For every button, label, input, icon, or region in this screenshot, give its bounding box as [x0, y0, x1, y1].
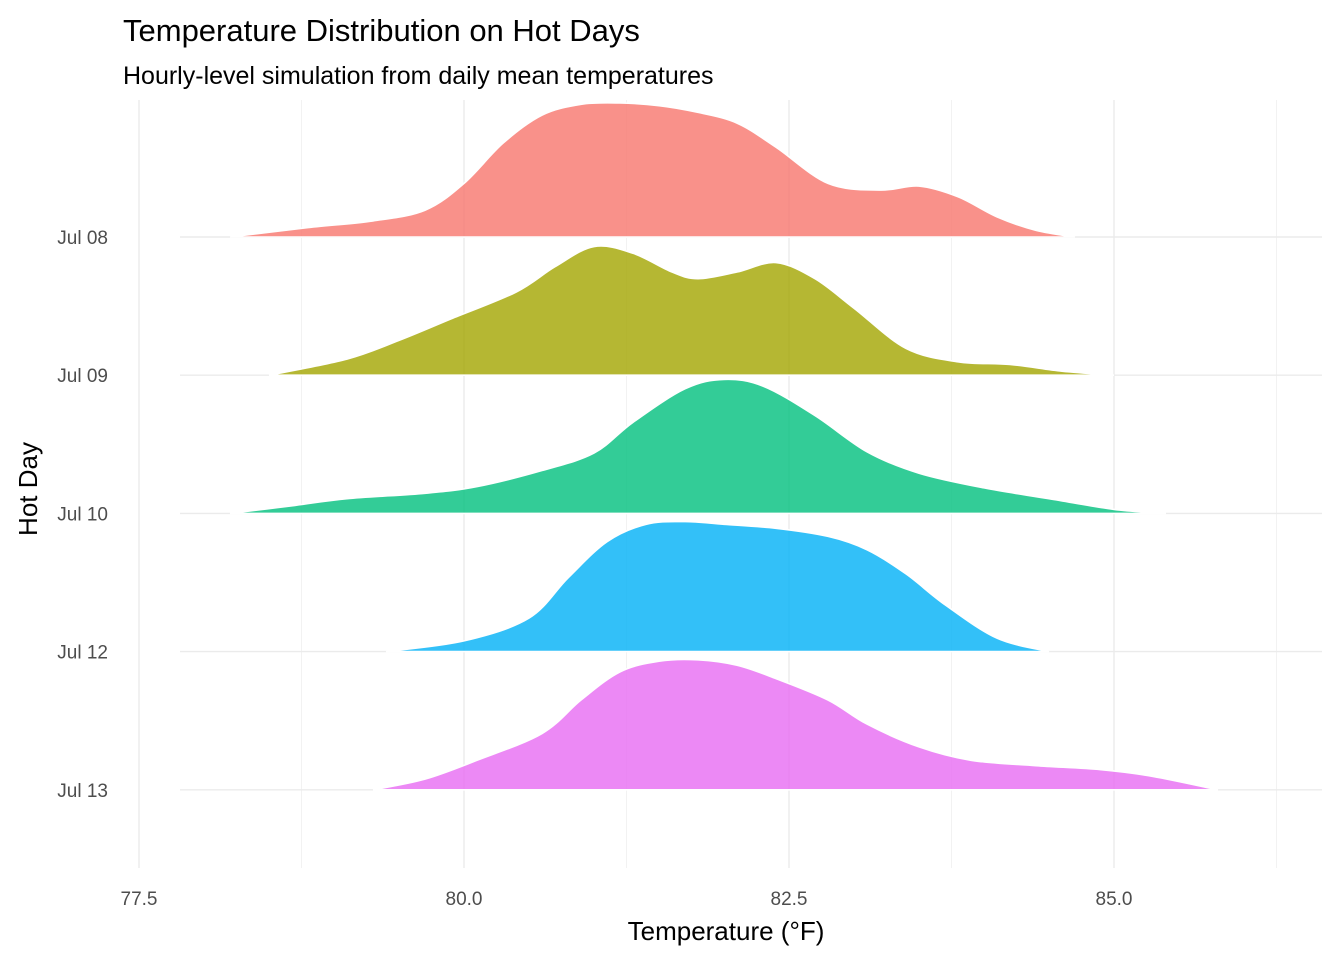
x-axis-labels: 77.5 80.0 82.5 85.0: [121, 889, 1133, 910]
ridges: [229, 101, 1219, 791]
y-axis-title: Hot Day: [13, 442, 43, 536]
ridge-jul-08: [229, 101, 1076, 238]
chart-subtitle: Hourly-level simulation from daily mean …: [123, 62, 714, 90]
y-tick-label: Jul 12: [57, 643, 108, 664]
y-axis-labels: Jul 08 Jul 09 Jul 10 Jul 12 Jul 13: [57, 228, 108, 802]
chart-title: Temperature Distribution on Hot Days: [123, 13, 640, 48]
x-tick-label: 85.0: [1096, 889, 1133, 910]
x-tick-label: 82.5: [771, 889, 808, 910]
x-tick-label: 80.0: [446, 889, 483, 910]
y-tick-label: Jul 09: [57, 366, 108, 387]
y-tick-label: Jul 13: [57, 781, 108, 802]
ridge-jul-09: [268, 245, 1115, 376]
ridge-jul-12: [385, 520, 1050, 653]
x-axis-title: Temperature (°F): [628, 916, 825, 946]
ridge-jul-13: [372, 658, 1219, 791]
y-tick-label: Jul 10: [57, 504, 108, 525]
x-tick-label: 77.5: [121, 889, 158, 910]
ridge-jul-10: [229, 378, 1167, 515]
y-tick-label: Jul 08: [57, 228, 108, 249]
